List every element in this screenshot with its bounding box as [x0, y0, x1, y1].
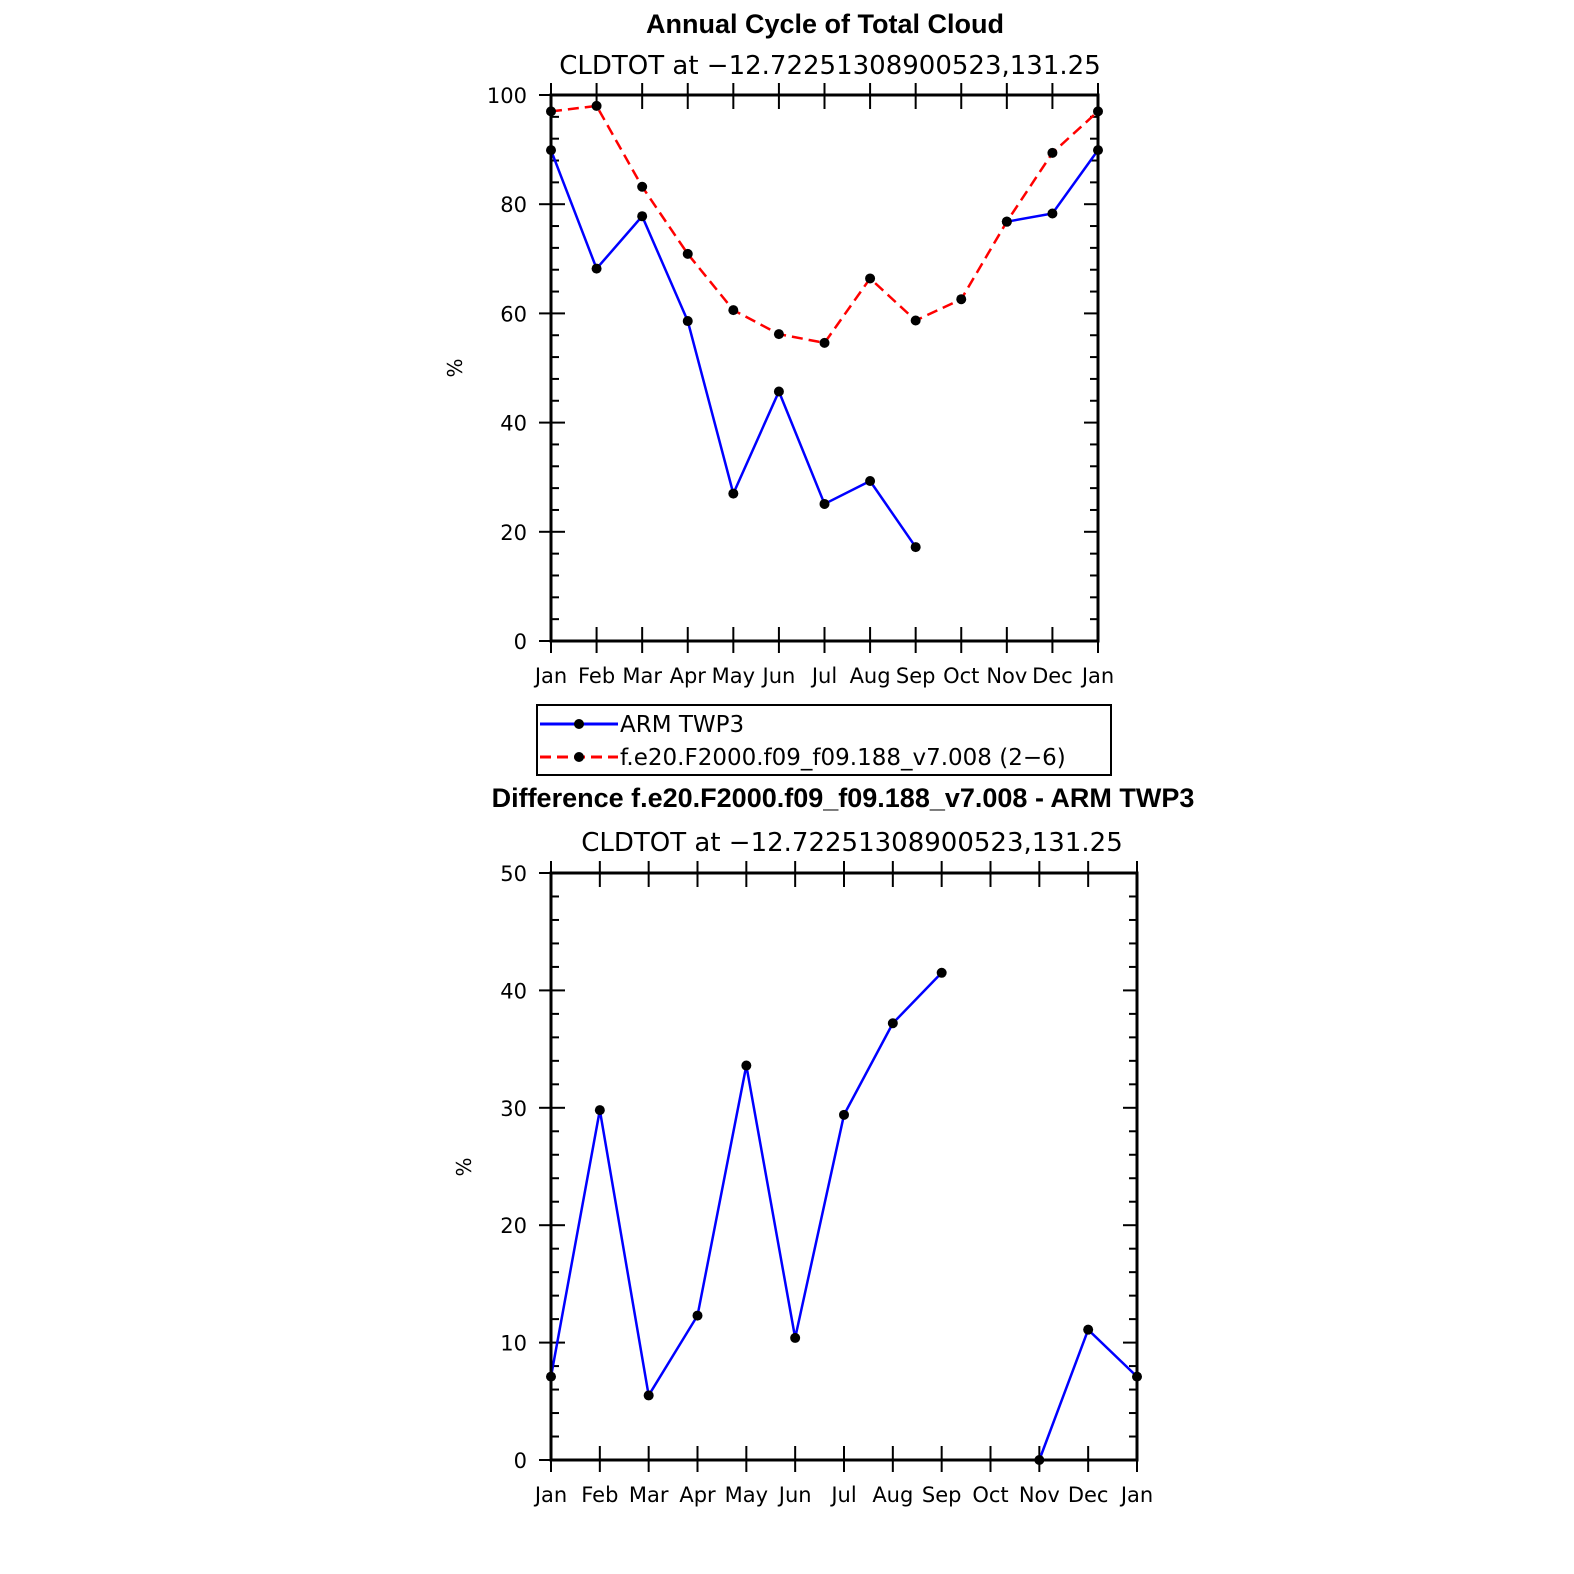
top-chart-series-1-point	[637, 181, 648, 192]
top-chart-x-tick-label: Feb	[578, 664, 615, 688]
top-chart-series-1-point	[865, 273, 876, 284]
top-chart-y-tick-label: 60	[500, 302, 527, 326]
cloud-annual-cycle-panel: Annual Cycle of Total Cloud CLDTOT at −1…	[443, 9, 1114, 688]
bottom-chart-x-tick-label: Jan	[533, 1483, 567, 1507]
top-chart-series-1-point	[1001, 216, 1012, 227]
bottom-chart-series-0-point	[692, 1310, 703, 1321]
bottom-chart-x-tick-label: Jul	[829, 1483, 856, 1507]
top-chart-title: Annual Cycle of Total Cloud	[646, 9, 1004, 39]
bottom-chart-y-tick-label: 10	[500, 1332, 527, 1356]
bottom-chart-y-tick-label: 50	[500, 862, 527, 886]
top-chart-series-0-point	[819, 498, 830, 509]
legend-marker-arm	[574, 719, 584, 729]
legend-entry-arm: ARM TWP3	[540, 712, 744, 738]
top-chart-x-tick-label: Dec	[1032, 664, 1073, 688]
top-chart-series-0-point	[591, 263, 602, 274]
bottom-chart-frame	[549, 871, 1139, 1462]
bottom-chart-x-tick-label: Nov	[1019, 1483, 1060, 1507]
top-chart-x-tick-label: Jan	[1080, 664, 1114, 688]
top-chart-y-axis-label: %	[443, 358, 467, 377]
bottom-chart-series-0-line	[1038, 1327, 1138, 1461]
top-chart-axes: 0 20 40 60 80 100 Jan Feb Mar Apr May Jun Jul Aug Sep O…	[487, 83, 1114, 688]
top-chart-series-0-point	[682, 316, 693, 327]
bottom-chart-subtitle: CLDTOT at −12.72251308900523,131.25	[581, 828, 1123, 858]
top-chart-x-tick-label: Jul	[810, 664, 837, 688]
top-chart-series-1-point	[956, 294, 967, 305]
bottom-chart-x-tick-label: Apr	[679, 1483, 716, 1507]
top-chart-series-1-point	[773, 329, 784, 340]
top-chart-y-tick-label: 20	[500, 521, 527, 545]
legend-label-model: f.e20.F2000.f09_f09.188_v7.008 (2−6)	[620, 745, 1066, 771]
top-chart-x-tick-label: Jan	[533, 664, 567, 688]
bottom-chart-x-tick-label: Oct	[972, 1483, 1008, 1507]
top-chart-x-tick-label: Apr	[670, 664, 707, 688]
bottom-chart-x-tick-label: Mar	[629, 1483, 669, 1507]
top-chart-y-tick-label: 100	[487, 84, 527, 108]
bottom-chart-series-0-line	[549, 971, 943, 1399]
bottom-chart-series-0-point	[887, 1018, 898, 1029]
bottom-chart-x-tick-label: Feb	[581, 1483, 618, 1507]
top-chart-x-tick-label: Mar	[622, 664, 662, 688]
legend-entry-model: f.e20.F2000.f09_f09.188_v7.008 (2−6)	[540, 745, 1066, 771]
top-chart-series-1-point	[1047, 147, 1058, 158]
bottom-chart-x-tick-label: Sep	[922, 1483, 962, 1507]
top-chart-x-tick-label: Nov	[986, 664, 1027, 688]
bottom-chart-y-tick-label: 20	[500, 1214, 527, 1238]
top-chart-series-0-point	[728, 488, 739, 499]
top-chart-x-tick-label: Jun	[761, 664, 796, 688]
legend-label-arm: ARM TWP3	[620, 712, 744, 738]
bottom-chart-axes: 0 10 20 30 40 50 Jan Feb Mar Apr May Jun Jul Aug Sep Oc…	[500, 861, 1153, 1507]
top-chart-series-1-point	[682, 248, 693, 259]
top-chart-x-tick-label: Oct	[943, 664, 979, 688]
top-chart-series-0-line	[549, 149, 917, 548]
top-chart-series-0-point	[637, 211, 648, 222]
bottom-chart-y-tick-label: 30	[500, 1097, 527, 1121]
top-chart-series-1-point	[728, 305, 739, 316]
top-chart-series-0-point	[910, 542, 921, 553]
bottom-chart-series-0-point	[936, 967, 947, 978]
top-chart-x-tick-label: May	[712, 664, 755, 688]
top-chart-series-0-point	[773, 386, 784, 397]
bottom-chart-title: Difference f.e20.F2000.f09_f09.188_v7.00…	[492, 783, 1195, 813]
bottom-chart-x-tick-label: Dec	[1068, 1483, 1109, 1507]
bottom-chart-series-0-point	[741, 1060, 752, 1071]
top-chart-x-tick-label: Sep	[896, 664, 936, 688]
top-chart-series-0-point	[865, 476, 876, 487]
bottom-chart-x-tick-label: May	[725, 1483, 768, 1507]
bottom-chart-series-0-point	[839, 1109, 849, 1120]
top-chart-series-1-point	[591, 100, 602, 111]
bottom-chart-series-0-point	[643, 1390, 654, 1401]
legend-marker-model	[574, 752, 584, 762]
bottom-chart-x-tick-label: Aug	[872, 1483, 913, 1507]
bottom-chart-series-0-point	[1083, 1324, 1094, 1335]
top-chart-x-tick-label: Aug	[850, 664, 891, 688]
legend: ARM TWP3 f.e20.F2000.f09_f09.188_v7.008 …	[536, 704, 1112, 776]
top-chart-series-0-point	[1047, 208, 1058, 219]
legend-box	[536, 704, 1112, 776]
bottom-chart-x-tick-label: Jun	[777, 1483, 812, 1507]
top-chart-y-tick-label: 80	[500, 193, 527, 217]
bottom-chart-x-tick-label: Jan	[1119, 1483, 1153, 1507]
top-chart-frame	[549, 93, 1100, 643]
top-chart-plot-area	[546, 100, 1103, 553]
top-chart-y-tick-label: 0	[514, 630, 527, 654]
bottom-chart-y-tick-label: 0	[514, 1449, 527, 1473]
top-chart-y-tick-label: 40	[500, 412, 527, 436]
difference-panel: Difference f.e20.F2000.f09_f09.188_v7.00…	[452, 783, 1194, 1507]
bottom-chart-y-tick-label: 40	[500, 979, 527, 1003]
bottom-chart-plot-area	[546, 967, 1142, 1465]
bottom-chart-series-0-point	[594, 1105, 605, 1116]
top-chart-series-1-point	[819, 337, 830, 348]
top-chart-series-1-line	[550, 104, 1099, 345]
bottom-chart-series-0-point	[790, 1332, 801, 1343]
top-chart-series-1-point	[910, 315, 921, 326]
top-chart-subtitle: CLDTOT at −12.72251308900523,131.25	[559, 51, 1101, 81]
bottom-chart-y-axis-label: %	[452, 1157, 476, 1176]
